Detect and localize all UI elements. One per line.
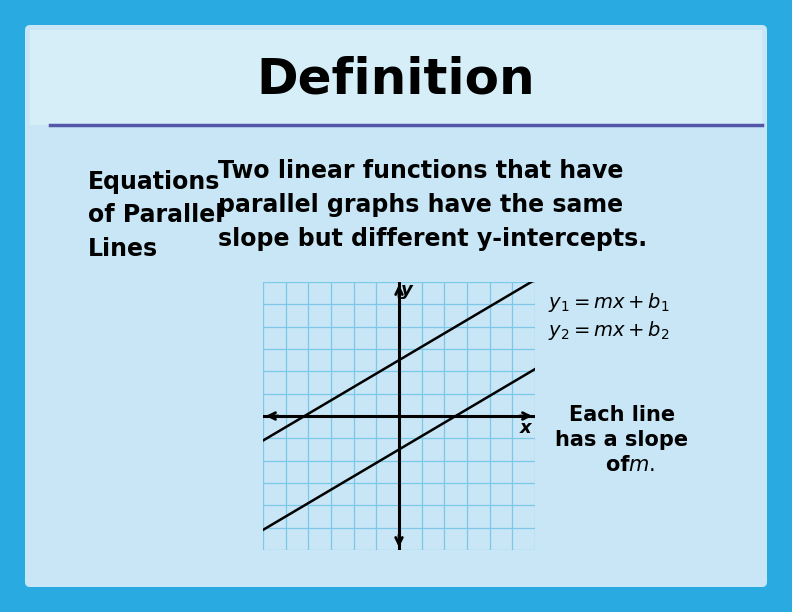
Text: $y_1 = \mathbf{\mathit{mx}} + b_1$: $y_1 = \mathbf{\mathit{mx}} + b_1$	[548, 291, 669, 313]
Text: $y_2 = \mathbf{\mathit{mx}} + b_2$: $y_2 = \mathbf{\mathit{mx}} + b_2$	[548, 318, 669, 341]
FancyBboxPatch shape	[25, 25, 767, 587]
Text: Definition: Definition	[257, 56, 535, 104]
Text: y: y	[401, 281, 413, 299]
Text: has a slope: has a slope	[555, 430, 688, 450]
Text: $\mathbf{\mathit{m}}$.: $\mathbf{\mathit{m}}$.	[628, 455, 655, 475]
Text: of: of	[606, 455, 637, 475]
Bar	[30, 30, 762, 125]
Text: x: x	[520, 419, 531, 438]
Text: Two linear functions that have
parallel graphs have the same
slope but different: Two linear functions that have parallel …	[218, 159, 647, 252]
Text: Equations
of Parallel
Lines: Equations of Parallel Lines	[88, 170, 223, 261]
Text: Each line: Each line	[569, 405, 675, 425]
